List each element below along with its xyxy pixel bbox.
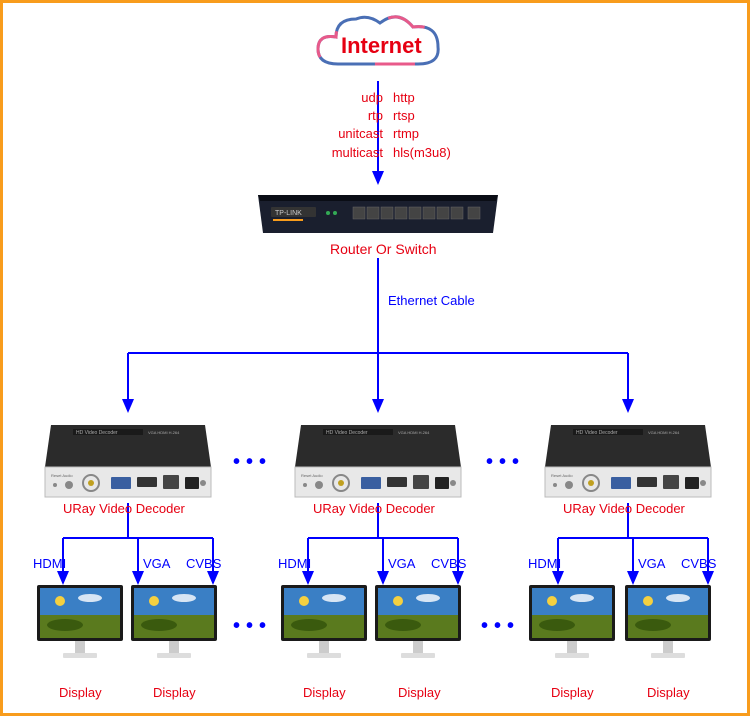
display-label: Display bbox=[398, 685, 441, 700]
svg-text:TP-LINK: TP-LINK bbox=[275, 210, 302, 217]
svg-text:Reset Audio: Reset Audio bbox=[551, 473, 573, 478]
proto-item: rtp bbox=[323, 107, 383, 125]
svg-text:HD Video Decoder: HD Video Decoder bbox=[576, 430, 618, 436]
out-cvbs: CVBS bbox=[186, 556, 221, 571]
display-label: Display bbox=[153, 685, 196, 700]
decoder-icon: HD Video Decoder VGA HDMI H.264 Reset Au… bbox=[543, 415, 713, 505]
proto-item: rtsp bbox=[393, 107, 451, 125]
display-label: Display bbox=[59, 685, 102, 700]
cable-label: Ethernet Cable bbox=[388, 293, 475, 308]
out-hdmi: HDMI bbox=[278, 556, 311, 571]
out-vga: VGA bbox=[388, 556, 415, 571]
protocols-left: udp rtp unitcast multicast bbox=[323, 89, 383, 162]
svg-text:VGA HDMI H.264: VGA HDMI H.264 bbox=[398, 430, 430, 435]
decoder-icon: HD Video Decoder VGA HDMI H.264 Reset Au… bbox=[43, 415, 213, 505]
svg-text:Reset Audio: Reset Audio bbox=[301, 473, 323, 478]
svg-text:VGA HDMI H.264: VGA HDMI H.264 bbox=[148, 430, 180, 435]
ellipsis-icon: ••• bbox=[233, 615, 272, 638]
proto-item: rtmp bbox=[393, 125, 451, 143]
display-label: Display bbox=[303, 685, 346, 700]
router-label: Router Or Switch bbox=[330, 241, 437, 257]
proto-item: udp bbox=[323, 89, 383, 107]
display-monitor-icon bbox=[35, 583, 127, 675]
display-monitor-icon bbox=[527, 583, 619, 675]
ellipsis-icon: ••• bbox=[486, 451, 525, 474]
svg-text:HD Video Decoder: HD Video Decoder bbox=[326, 430, 368, 436]
display-label: Display bbox=[551, 685, 594, 700]
svg-text:VGA HDMI H.264: VGA HDMI H.264 bbox=[648, 430, 680, 435]
svg-text:Reset Audio: Reset Audio bbox=[51, 473, 73, 478]
proto-item: unitcast bbox=[323, 125, 383, 143]
decoder-label: URay Video Decoder bbox=[313, 501, 435, 516]
out-cvbs: CVBS bbox=[681, 556, 716, 571]
proto-item: hls(m3u8) bbox=[393, 144, 451, 162]
protocols-right: http rtsp rtmp hls(m3u8) bbox=[393, 89, 451, 162]
out-hdmi: HDMI bbox=[33, 556, 66, 571]
decoder-label: URay Video Decoder bbox=[563, 501, 685, 516]
display-monitor-icon bbox=[129, 583, 221, 675]
ellipsis-icon: ••• bbox=[233, 451, 272, 474]
display-monitor-icon bbox=[373, 583, 465, 675]
diagram-frame: Internet udp rtp unitcast multicast http… bbox=[0, 0, 750, 716]
decoder-label: URay Video Decoder bbox=[63, 501, 185, 516]
display-monitor-icon bbox=[279, 583, 371, 675]
out-vga: VGA bbox=[638, 556, 665, 571]
ellipsis-icon: ••• bbox=[481, 615, 520, 638]
out-hdmi: HDMI bbox=[528, 556, 561, 571]
cloud-label: Internet bbox=[341, 33, 422, 59]
proto-item: http bbox=[393, 89, 451, 107]
out-cvbs: CVBS bbox=[431, 556, 466, 571]
display-monitor-icon bbox=[623, 583, 715, 675]
out-vga: VGA bbox=[143, 556, 170, 571]
proto-item: multicast bbox=[323, 144, 383, 162]
router-icon: TP-LINK bbox=[253, 183, 503, 243]
svg-text:HD Video Decoder: HD Video Decoder bbox=[76, 430, 118, 436]
display-label: Display bbox=[647, 685, 690, 700]
decoder-icon: HD Video Decoder VGA HDMI H.264 Reset Au… bbox=[293, 415, 463, 505]
